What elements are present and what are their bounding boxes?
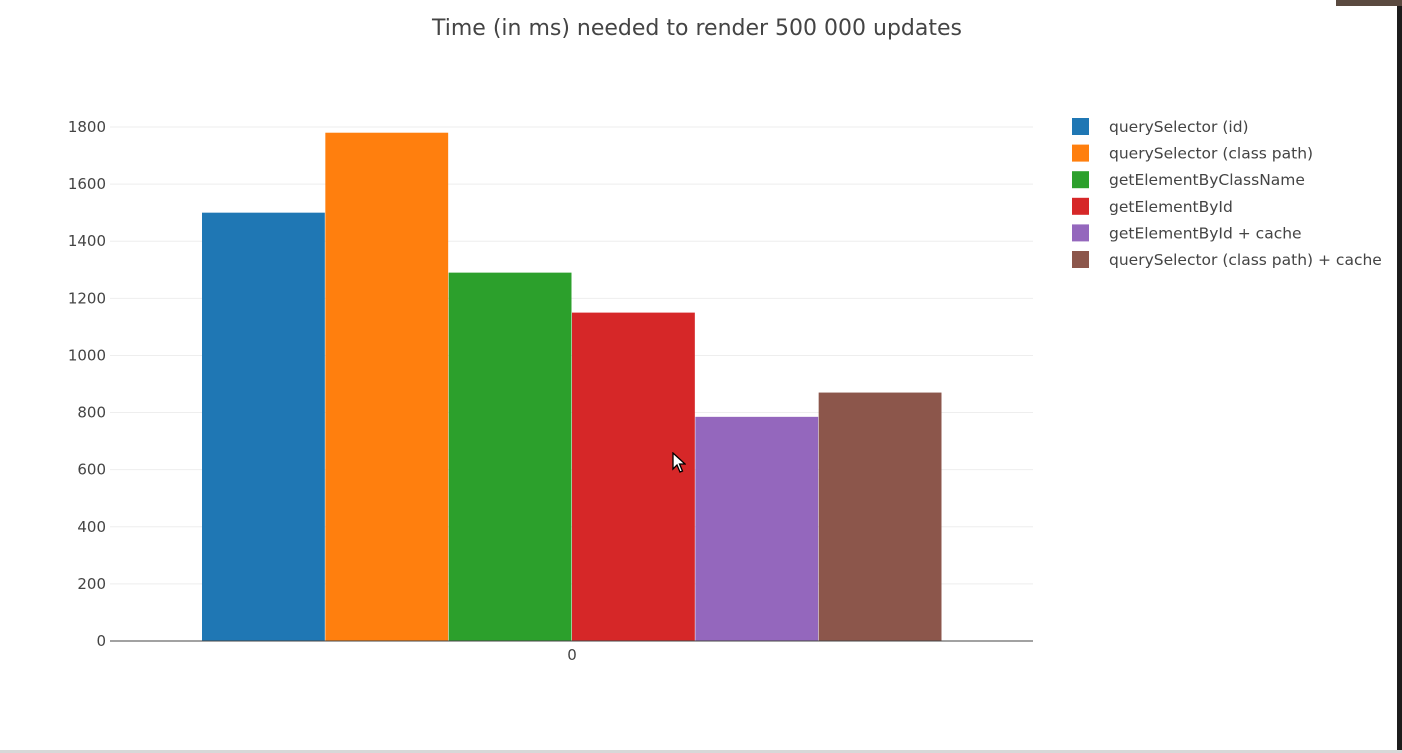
legend-swatch [1072, 197, 1089, 215]
bar-4[interactable] [695, 416, 819, 641]
y-tick-label: 400 [77, 518, 106, 536]
y-tick-label: 1800 [68, 118, 106, 136]
y-tick-label: 1000 [68, 346, 106, 364]
y-tick-label: 1600 [68, 175, 106, 193]
legend-item[interactable]: querySelector (id) [1072, 118, 1249, 136]
legend-swatch [1072, 171, 1089, 189]
legend-item[interactable]: getElementById [1072, 197, 1233, 216]
y-tick-label: 800 [77, 404, 106, 422]
legend-label: getElementByClassName [1109, 171, 1305, 189]
legend-label: querySelector (id) [1109, 118, 1249, 136]
y-tick-label: 1200 [68, 289, 106, 307]
bar-1[interactable] [325, 132, 449, 641]
bar-2[interactable] [448, 272, 572, 641]
y-tick-label: 1400 [68, 232, 106, 250]
window-bottom-edge [0, 750, 1402, 753]
legend-item[interactable]: querySelector (class path) + cache [1072, 251, 1382, 269]
x-tick-label: 0 [567, 646, 577, 664]
legend-item[interactable]: querySelector (class path) [1072, 144, 1313, 163]
legend-label: getElementById + cache [1109, 224, 1302, 242]
legend-swatch [1072, 251, 1089, 268]
legend-item[interactable]: getElementById + cache [1072, 224, 1302, 242]
mouse-cursor-icon [672, 452, 686, 473]
legend-swatch [1072, 144, 1089, 162]
bar-3[interactable] [572, 312, 695, 641]
chart-title: Time (in ms) needed to render 500 000 up… [431, 16, 962, 41]
legend-label: querySelector (class path) [1109, 145, 1313, 163]
legend-swatch [1072, 118, 1089, 135]
y-tick-label: 0 [96, 632, 106, 650]
legend-swatch [1072, 224, 1089, 242]
legend-label: querySelector (class path) + cache [1109, 251, 1382, 269]
bar-5[interactable] [818, 392, 942, 641]
y-tick-label: 200 [77, 575, 106, 593]
legend-item[interactable]: getElementByClassName [1072, 171, 1305, 189]
legend[interactable]: querySelector (id) querySelector (class p… [1072, 118, 1382, 269]
axes: 0 200 400 600 800 1000 1200 1400 1600 1800 0 [68, 118, 1033, 664]
legend-label: getElementById [1109, 198, 1233, 216]
bars [202, 132, 942, 641]
corner-thumbnail [1336, 0, 1402, 6]
y-tick-label: 600 [77, 461, 106, 479]
bar-0[interactable] [202, 212, 325, 641]
window-edge [1397, 0, 1402, 753]
